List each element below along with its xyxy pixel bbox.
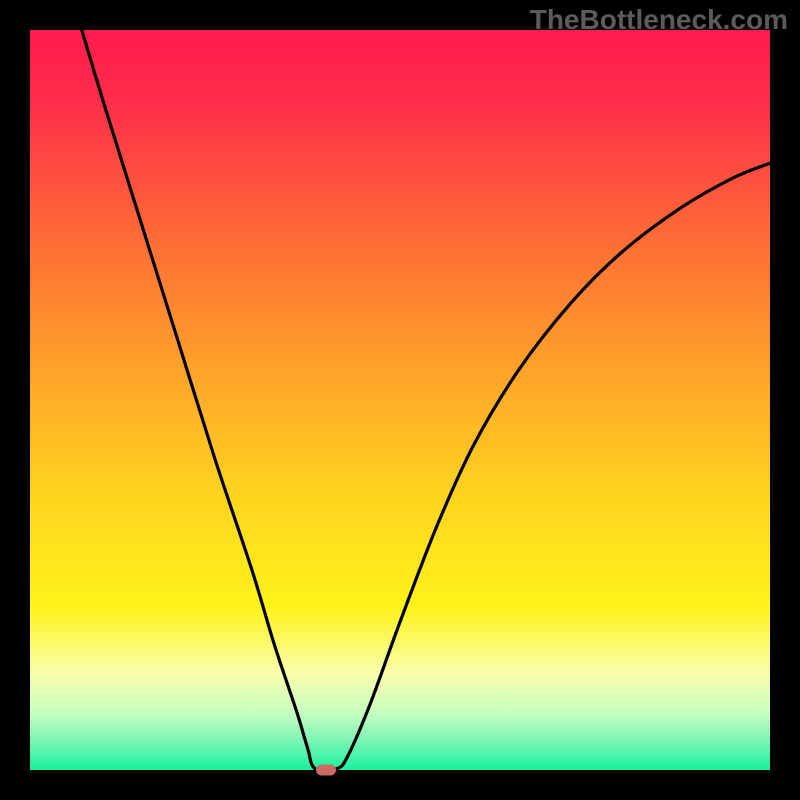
attribution-text: TheBottleneck.com: [530, 4, 788, 36]
bottleneck-curve-path: [82, 30, 770, 770]
optimal-marker: [316, 765, 336, 776]
bottleneck-curve: [30, 30, 770, 770]
plot-area: [30, 30, 770, 770]
